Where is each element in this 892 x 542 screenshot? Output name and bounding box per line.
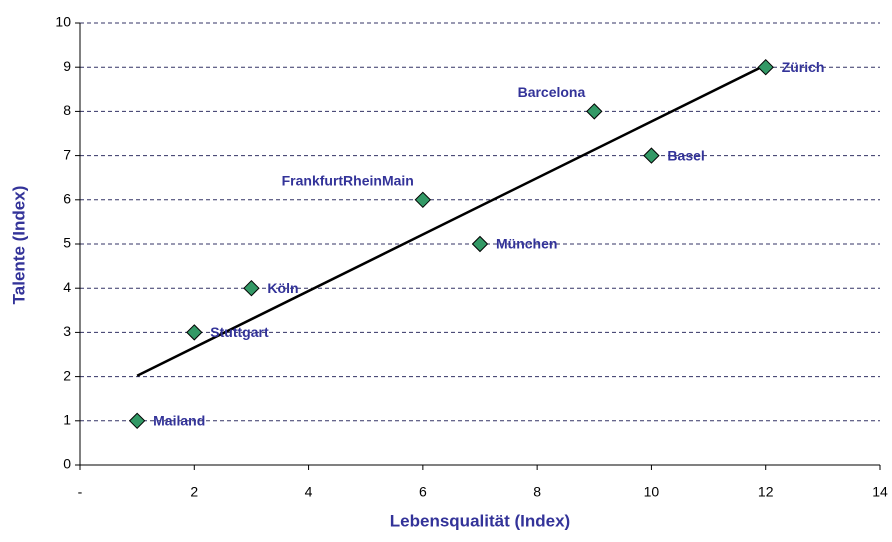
trendline (136, 63, 767, 377)
y-tick-label: 7 (63, 146, 71, 162)
y-tick-label: 1 (63, 412, 71, 428)
y-tick-label: 8 (63, 102, 71, 118)
marker (414, 191, 432, 209)
y-tick-label: 5 (63, 235, 71, 251)
marker (757, 58, 774, 76)
x-tick-label: - (78, 484, 83, 500)
y-tick-label: 0 (63, 456, 71, 472)
marker (643, 147, 660, 164)
marker (186, 324, 203, 341)
y-tick-label: 2 (63, 367, 71, 383)
marker (586, 103, 603, 120)
x-axis-title: Lebensqualität (Index) (390, 511, 570, 530)
point-label: Basel (667, 147, 704, 163)
y-tick-label: 10 (55, 14, 71, 30)
marker (243, 279, 260, 297)
x-tick-label: 10 (644, 484, 660, 500)
y-tick-label: 3 (63, 323, 71, 339)
point-label: München (496, 236, 557, 252)
point-label: Barcelona (518, 84, 586, 100)
y-tick-label: 4 (63, 279, 71, 295)
x-tick-label: 8 (533, 484, 541, 500)
x-tick-label: 2 (190, 484, 198, 500)
y-tick-label: 9 (63, 58, 71, 74)
point-label: FrankfurtRheinMain (282, 173, 414, 189)
y-tick-label: 6 (63, 191, 71, 207)
point-label: Zürich (782, 59, 825, 75)
point-label: Mailand (153, 413, 205, 429)
x-tick-label: 14 (872, 484, 888, 500)
marker (128, 412, 146, 430)
x-tick-label: 4 (305, 484, 313, 500)
x-tick-label: 6 (419, 484, 427, 500)
y-axis-title: Talente (Index) (9, 186, 28, 305)
point-label: Stuttgart (210, 324, 269, 340)
marker (471, 235, 489, 253)
point-label: Köln (267, 280, 298, 296)
x-tick-label: 12 (758, 484, 774, 500)
